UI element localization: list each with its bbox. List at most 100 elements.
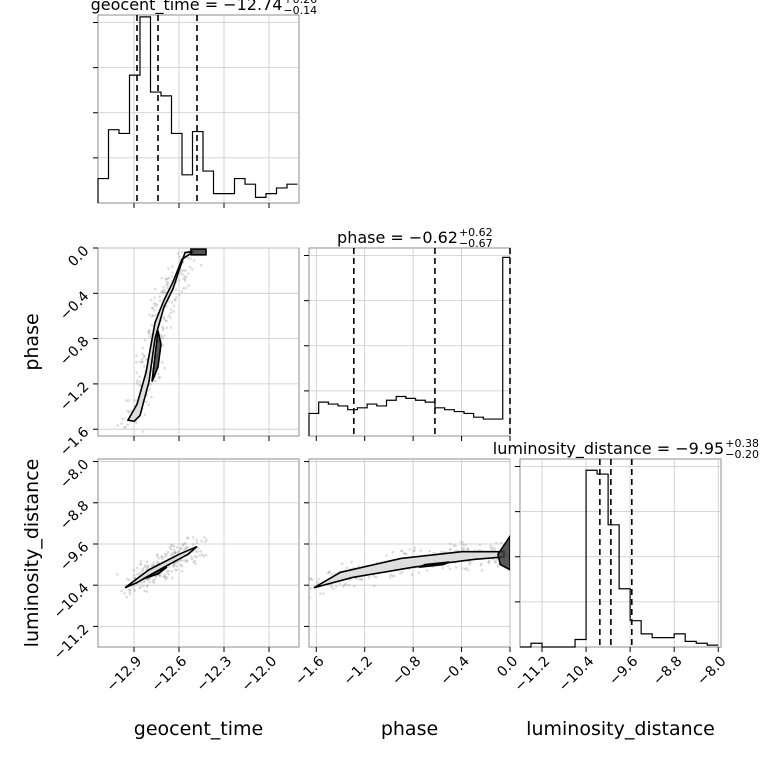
- sample-point: [158, 299, 162, 303]
- sample-point: [417, 571, 421, 574]
- sample-point: [170, 275, 174, 278]
- sample-point: [116, 573, 119, 576]
- sample-point: [180, 268, 183, 272]
- sample-point: [164, 578, 167, 581]
- sample-point: [144, 400, 148, 404]
- sample-point: [141, 360, 144, 364]
- sample-point: [135, 381, 139, 385]
- sample-point: [495, 557, 499, 561]
- sample-point: [461, 543, 465, 547]
- sample-point: [135, 354, 138, 358]
- x-tick-label-phase: −1.6: [292, 653, 327, 688]
- sample-point: [357, 565, 360, 568]
- sample-point: [166, 286, 169, 290]
- panel-geocent_time-hist: [93, 14, 300, 208]
- sample-point: [139, 585, 142, 589]
- sample-point: [425, 569, 429, 572]
- sample-point: [141, 430, 145, 433]
- sample-point: [142, 355, 146, 358]
- sample-point: [309, 577, 312, 580]
- sample-point: [172, 563, 176, 567]
- sample-point: [138, 375, 141, 379]
- sample-point: [147, 577, 151, 581]
- sample-point: [190, 555, 193, 559]
- sample-point: [169, 326, 173, 329]
- sample-point: [148, 580, 151, 584]
- sample-point: [374, 575, 378, 579]
- sample-point: [161, 337, 164, 340]
- sample-point: [125, 577, 129, 581]
- sample-point: [140, 582, 143, 585]
- sample-point: [460, 567, 464, 570]
- sample-point: [146, 583, 149, 587]
- sample-point: [372, 575, 376, 578]
- sample-point: [145, 590, 149, 593]
- sample-point: [441, 566, 444, 570]
- sample-point: [200, 539, 203, 543]
- sample-point: [347, 583, 350, 587]
- sample-point: [432, 551, 435, 555]
- y-tick-label-luminosity_distance: −8.8: [57, 498, 92, 533]
- sample-point: [465, 547, 469, 551]
- sample-point: [162, 285, 166, 289]
- sample-point: [398, 572, 402, 575]
- sample-point: [489, 546, 493, 550]
- x-tick-label-geocent_time: −12.0: [239, 653, 281, 695]
- sample-point: [205, 538, 208, 542]
- sample-point: [145, 560, 149, 564]
- sample-point: [147, 332, 151, 336]
- sample-point: [492, 558, 496, 561]
- sample-point: [327, 570, 331, 574]
- sample-point: [309, 585, 310, 588]
- sample-point: [141, 352, 144, 356]
- sample-point: [400, 549, 404, 553]
- sample-point: [172, 310, 175, 313]
- x-tick-label-luminosity_distance: −10.4: [556, 653, 598, 695]
- sample-point: [147, 403, 150, 407]
- sample-point: [145, 585, 149, 588]
- panel-content: [116, 248, 207, 433]
- sample-point: [158, 376, 162, 379]
- sample-point: [152, 302, 156, 305]
- sample-point: [161, 289, 165, 293]
- sample-point: [198, 554, 202, 557]
- sample-point: [123, 592, 126, 595]
- sample-point: [172, 551, 175, 554]
- sample-point: [160, 335, 163, 338]
- sample-point: [169, 316, 172, 319]
- sample-point: [493, 547, 497, 551]
- sample-point: [170, 543, 173, 546]
- y-tick-label-phase: −0.4: [57, 288, 92, 323]
- x-tick-label-geocent_time: −12.3: [194, 653, 236, 695]
- sample-point: [139, 562, 143, 566]
- sample-point: [149, 298, 153, 302]
- sample-point: [180, 570, 184, 573]
- sample-point: [306, 593, 309, 596]
- sample-point: [344, 582, 348, 586]
- sample-point: [170, 271, 174, 274]
- sample-point: [195, 538, 199, 542]
- sample-point: [466, 568, 470, 572]
- sample-point: [127, 399, 130, 402]
- sample-point: [128, 590, 131, 594]
- y-tick-label-luminosity_distance: −11.2: [51, 621, 93, 663]
- sample-point: [403, 552, 406, 555]
- sample-point: [340, 562, 344, 566]
- sample-point: [165, 570, 169, 573]
- sample-point: [164, 278, 168, 281]
- sample-point: [191, 543, 195, 546]
- sample-point: [124, 426, 128, 429]
- sample-point: [158, 573, 161, 577]
- y-tick-label-luminosity_distance: −8.0: [57, 457, 92, 492]
- sample-point: [181, 543, 185, 547]
- sample-point: [132, 587, 136, 591]
- sample-point: [164, 291, 167, 295]
- sample-point: [121, 417, 125, 421]
- sample-point: [338, 582, 341, 585]
- sample-point: [465, 567, 468, 570]
- sample-point: [178, 255, 181, 258]
- sample-point: [454, 544, 458, 548]
- sample-point: [120, 422, 123, 425]
- sample-point: [195, 541, 199, 545]
